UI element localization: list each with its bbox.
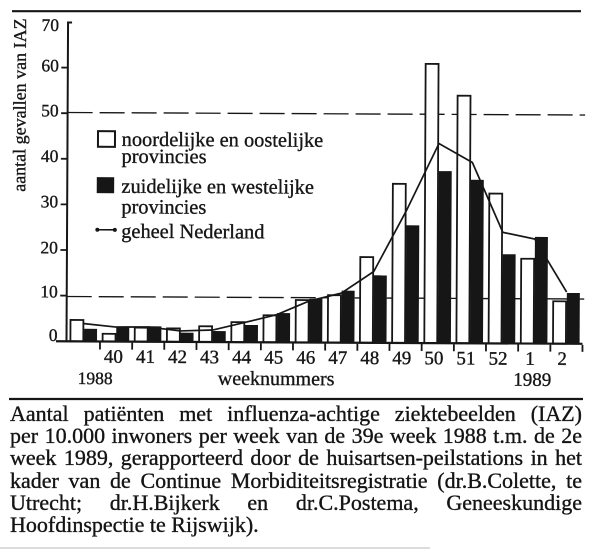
svg-text:provincies: provincies <box>121 196 206 218</box>
svg-text:40: 40 <box>104 347 123 368</box>
svg-text:weeknummers: weeknummers <box>218 368 335 391</box>
svg-text:noordelijke en oostelijke: noordelijke en oostelijke <box>122 129 324 152</box>
svg-text:52: 52 <box>488 349 507 370</box>
svg-text:49: 49 <box>392 348 411 369</box>
svg-text:48: 48 <box>360 348 379 369</box>
svg-text:0: 0 <box>49 325 58 345</box>
svg-text:geheel Nederland: geheel Nederland <box>121 221 264 244</box>
svg-text:45: 45 <box>264 347 283 368</box>
svg-text:47: 47 <box>328 348 347 369</box>
svg-text:20: 20 <box>40 237 58 257</box>
svg-text:50: 50 <box>424 348 443 369</box>
svg-text:40: 40 <box>41 146 59 166</box>
svg-text:1: 1 <box>525 349 535 370</box>
svg-text:44: 44 <box>232 347 252 368</box>
svg-text:50: 50 <box>41 100 59 120</box>
svg-text:42: 42 <box>168 347 187 368</box>
svg-text:70: 70 <box>41 15 59 35</box>
svg-text:provincies: provincies <box>122 146 207 168</box>
svg-text:30: 30 <box>41 191 59 211</box>
svg-text:aantal gevallen van IAZ: aantal gevallen van IAZ <box>9 18 30 192</box>
svg-text:60: 60 <box>41 55 59 75</box>
svg-text:1988: 1988 <box>78 368 113 388</box>
svg-text:41: 41 <box>136 347 155 368</box>
svg-text:43: 43 <box>200 347 219 368</box>
svg-text:46: 46 <box>296 348 315 369</box>
svg-text:2: 2 <box>557 349 567 370</box>
svg-text:zuidelijke en westelijke: zuidelijke en westelijke <box>121 176 314 199</box>
svg-text:1989: 1989 <box>513 370 551 391</box>
svg-text:51: 51 <box>456 348 475 369</box>
svg-text:10: 10 <box>40 281 58 301</box>
